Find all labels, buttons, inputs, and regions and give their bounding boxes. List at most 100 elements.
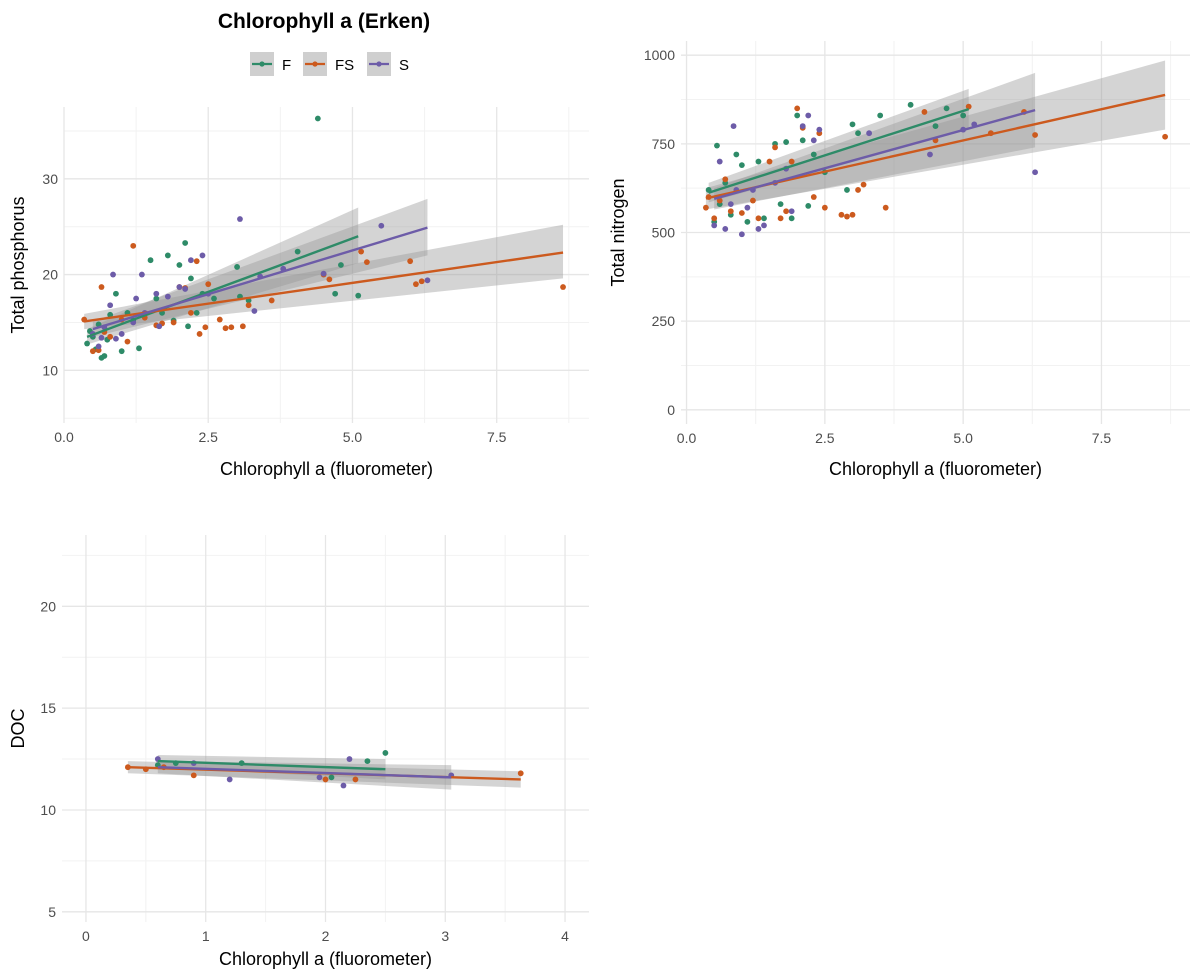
- point-FS: [560, 284, 566, 290]
- point-FS: [124, 764, 131, 771]
- point-F: [185, 323, 191, 330]
- point-S: [755, 226, 762, 232]
- point-S: [927, 151, 933, 158]
- confidence-band-S: [714, 72, 1036, 210]
- point-FS: [418, 278, 425, 285]
- point-S: [107, 302, 114, 309]
- y-tick-label: 30: [42, 171, 58, 187]
- point-S: [320, 270, 327, 277]
- point-F: [907, 101, 914, 108]
- point-FS: [352, 776, 359, 783]
- point-S: [744, 204, 751, 211]
- point-FS: [205, 281, 212, 288]
- fit-line-FS: [84, 251, 564, 323]
- point-S: [866, 130, 873, 137]
- x-tick-label: 2: [322, 928, 330, 944]
- x-tick-label: 1: [202, 928, 210, 944]
- x-tick-label: 0: [82, 928, 90, 944]
- y-tick-label: 1000: [644, 47, 675, 63]
- major-grid: 0.0 2.5 5.0 7.5 0 250 500 750 1000: [644, 41, 1190, 446]
- point-FS: [245, 302, 252, 309]
- point-FS: [222, 325, 229, 332]
- x-tick-label: 0.0: [677, 430, 697, 446]
- point-FS: [838, 211, 845, 218]
- point-FS: [716, 197, 723, 204]
- y-tick-label: 15: [40, 700, 56, 716]
- point-FS: [855, 187, 861, 193]
- point-FS: [849, 211, 856, 218]
- point-F: [744, 218, 751, 225]
- x-tick-label: 5.0: [343, 429, 363, 445]
- point-S: [340, 782, 347, 789]
- point-S: [153, 290, 160, 297]
- point-F: [332, 290, 339, 297]
- point-F: [783, 139, 790, 145]
- point-FS: [239, 323, 246, 330]
- point-FS: [322, 776, 329, 783]
- confidence-band-S: [92, 198, 428, 337]
- y-tick-label: 0: [667, 402, 675, 418]
- point-F: [176, 262, 183, 268]
- point-FS: [810, 194, 817, 200]
- point-FS: [124, 338, 131, 345]
- legend-point-FS: [312, 61, 318, 67]
- points-F: [705, 101, 967, 225]
- legend-label-S: S: [399, 57, 409, 74]
- y-axis-title: Total phosphorus: [8, 196, 28, 333]
- x-tick-label: 5.0: [953, 430, 973, 446]
- point-S: [199, 252, 206, 259]
- panel-total-phosphorus: 0.0 2.5 5.0 7.5 10 20 30 Chlorophyll a (fluorom…: [8, 107, 589, 479]
- point-S: [98, 334, 105, 341]
- point-S: [424, 277, 431, 284]
- fit-line-S: [713, 108, 1036, 200]
- point-FS: [794, 105, 801, 112]
- point-FS: [407, 258, 414, 265]
- point-S: [118, 331, 125, 337]
- point-F: [101, 353, 108, 359]
- point-S: [722, 226, 729, 232]
- point-S: [182, 286, 189, 292]
- point-FS: [107, 333, 114, 340]
- point-S: [156, 323, 163, 330]
- point-F: [960, 112, 967, 119]
- point-FS: [216, 316, 223, 323]
- point-S: [810, 137, 817, 144]
- point-S: [346, 756, 353, 762]
- point-F: [84, 340, 90, 347]
- point-FS: [821, 204, 828, 211]
- point-FS: [228, 324, 235, 331]
- legend-point-F: [259, 61, 265, 67]
- point-FS: [326, 276, 333, 283]
- fit-line-F: [86, 235, 359, 338]
- point-F: [153, 295, 160, 302]
- point-F: [234, 264, 240, 270]
- point-F: [118, 348, 125, 355]
- point-FS: [738, 210, 745, 216]
- point-S: [113, 335, 119, 342]
- point-F: [932, 123, 939, 130]
- x-axis-title: Chlorophyll a (fluorometer): [220, 459, 433, 479]
- point-S: [164, 293, 171, 300]
- point-FS: [170, 319, 177, 326]
- point-FS: [755, 215, 762, 222]
- point-FS: [965, 103, 972, 110]
- y-tick-label: 20: [40, 598, 56, 614]
- point-S: [799, 123, 806, 130]
- point-F: [294, 248, 301, 255]
- confidence-band-F: [708, 88, 969, 203]
- point-F: [810, 151, 817, 158]
- fit-line-S: [92, 226, 428, 331]
- point-FS: [268, 297, 275, 304]
- x-tick-label: 2.5: [815, 430, 835, 446]
- x-tick-label: 0.0: [54, 429, 74, 445]
- point-F: [943, 105, 950, 112]
- point-S: [176, 284, 183, 290]
- point-F: [164, 252, 171, 259]
- point-FS: [860, 181, 867, 188]
- panel-total-nitrogen: 0.0 2.5 5.0 7.5 0 250 500 750 1000 Chlorophyll a …: [608, 41, 1190, 479]
- point-F: [314, 115, 321, 122]
- point-F: [738, 162, 745, 169]
- point-S: [727, 201, 734, 208]
- x-axis-title: Chlorophyll a (fluorometer): [829, 459, 1042, 479]
- point-F: [107, 311, 114, 318]
